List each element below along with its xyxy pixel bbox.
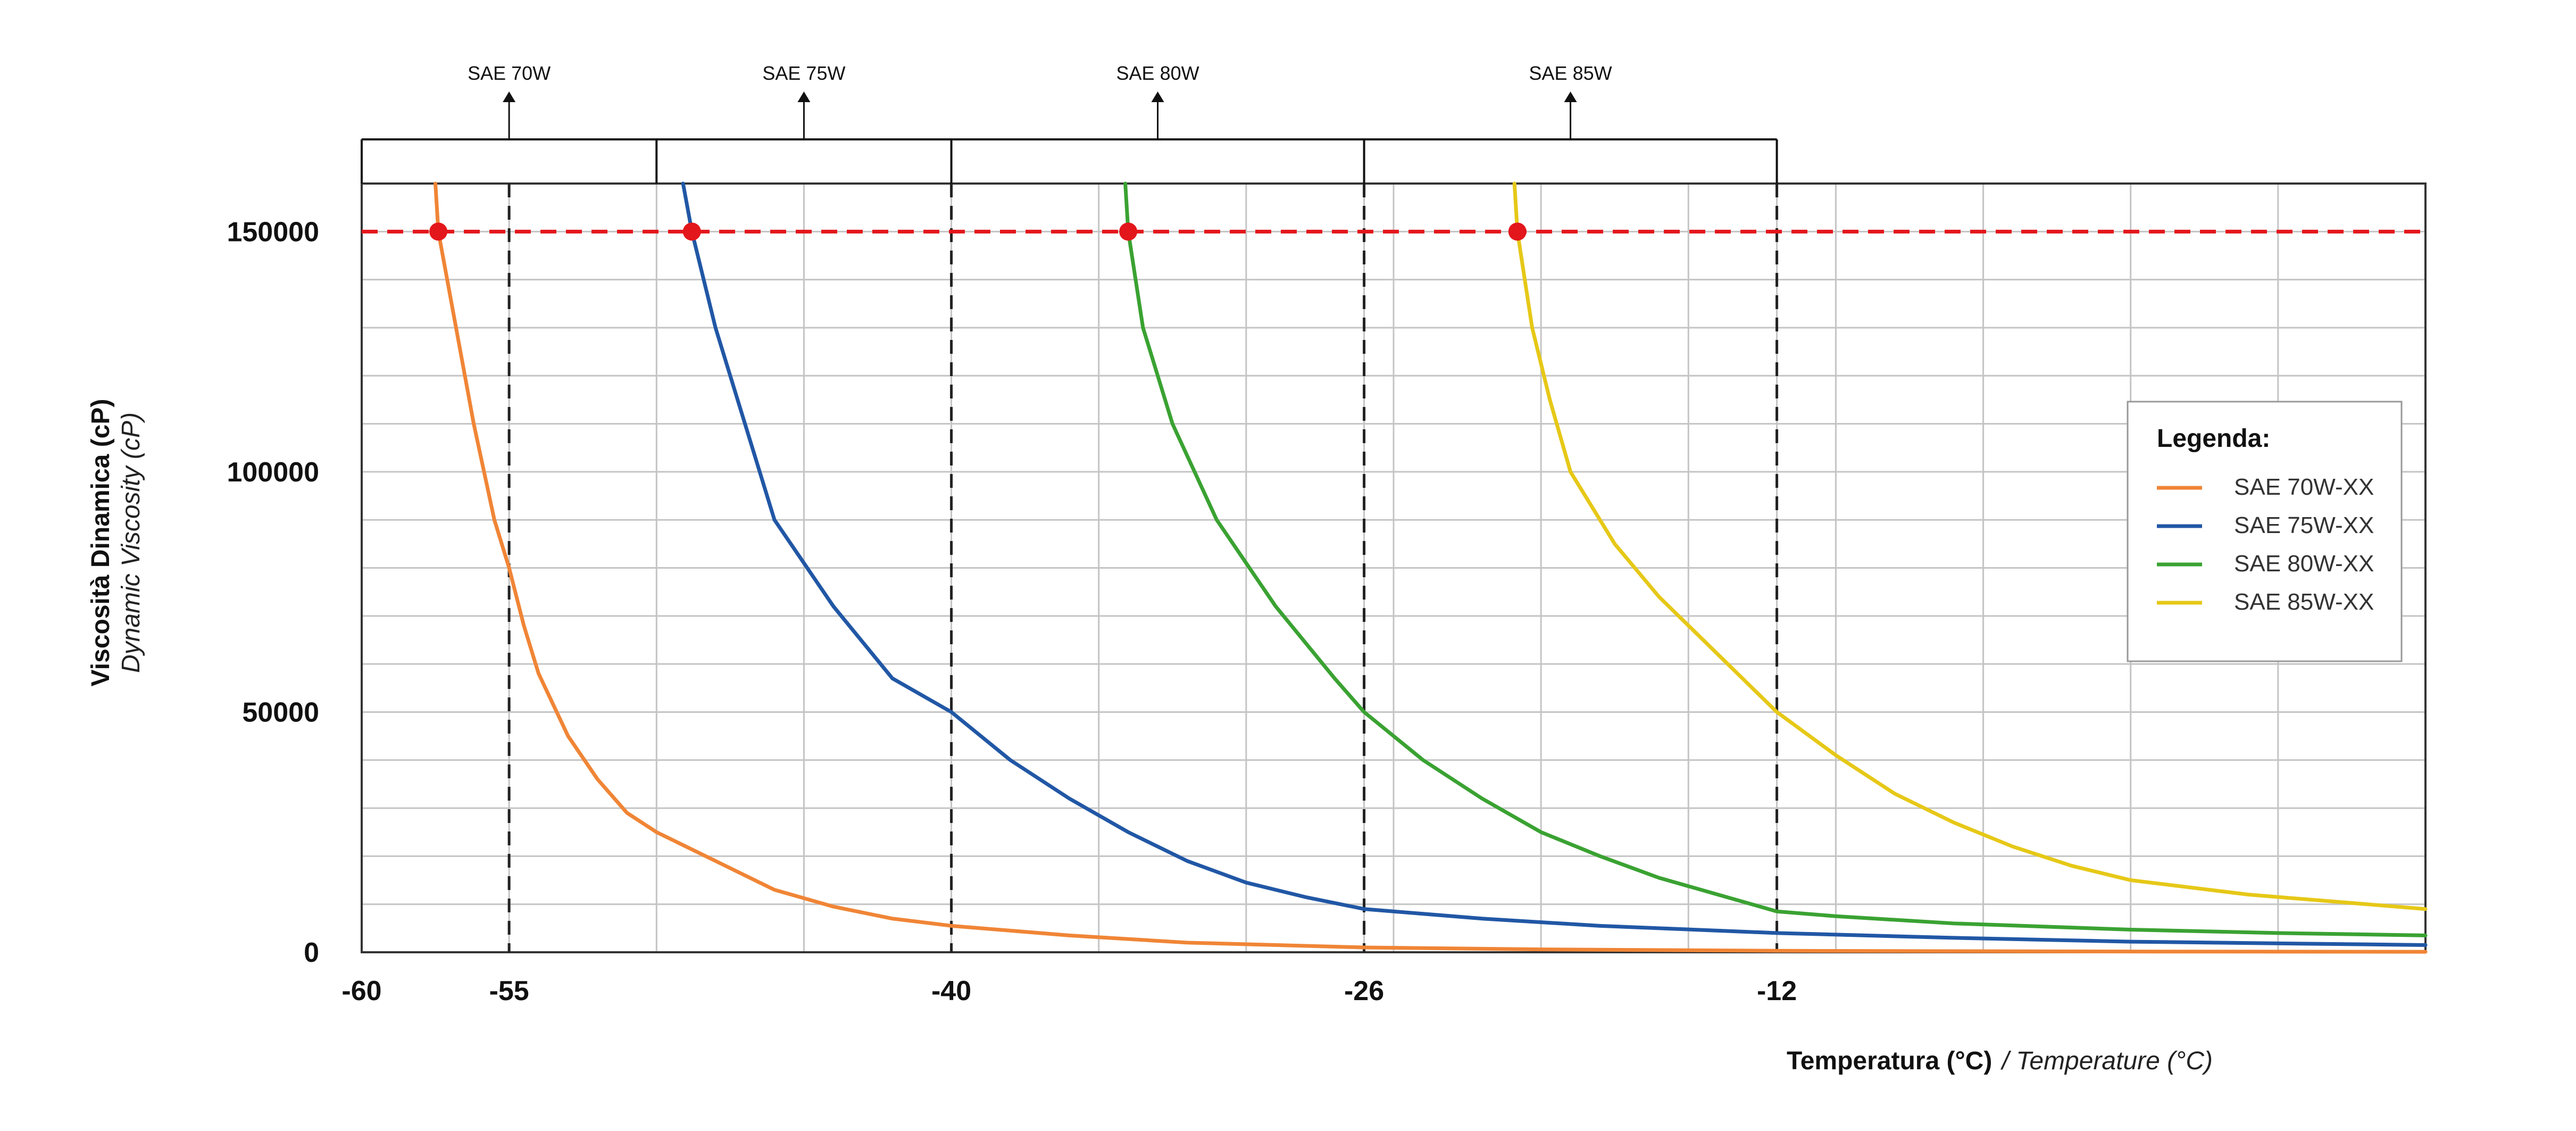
series-line [1512,181,2428,911]
y-tick-label: 0 [304,937,319,968]
legend-box [2127,401,2403,662]
series-layer [433,181,2428,954]
legend-entry: SAE 80W-XX [2234,551,2374,577]
y-axis-title: Viscosità Dinamica (cP) [87,399,115,687]
grade-band-layer: SAE 70W SAE 75W SAE 80W SAE 85W [361,62,1778,184]
grade-label: SAE 80W [1116,62,1199,84]
plot-frame [361,182,2427,953]
grade-label: SAE 70W [468,62,551,84]
legend-title: Legenda: [2157,425,2270,453]
marker-layer [429,222,1527,241]
intersection-marker [1508,222,1527,241]
grade-label: SAE 85W [1529,62,1612,84]
intersection-marker [1119,222,1138,241]
legend-entry: SAE 85W-XX [2234,589,2374,615]
legend-entry: SAE 70W-XX [2234,474,2374,500]
grade-label: SAE 75W [762,62,845,84]
legend: Legenda: SAE 70W-XX SAE 75W-XX SAE 80W-XX SA… [2127,401,2403,662]
x-tick-label: -60 [341,976,381,1007]
x-axis-title: Temperatura (°C) / Temperature (°C) [1787,1047,2213,1075]
x-tick-label: -26 [1344,976,1384,1007]
intersection-marker [429,222,448,241]
legend-entry: SAE 75W-XX [2234,512,2374,538]
grid-layer [361,182,2427,953]
grade-arrow-head [503,92,516,102]
series-line [433,181,2428,954]
y-axis-subtitle: Dynamic Viscosity (cP) [117,412,145,673]
y-tick-label: 100000 [227,457,319,488]
series-line [1123,181,2428,937]
grade-arrow-head [797,92,811,102]
intersection-marker [682,222,701,241]
x-axis-title-sub: / Temperature (°C) [2000,1047,2213,1075]
x-tick-label: -40 [931,976,971,1007]
grade-arrow-head [1151,92,1164,102]
x-tick-label: -55 [489,976,529,1007]
x-tick-label: -12 [1757,976,1797,1007]
axis-layer: 0 50000 100000 150000 -60 -55 -40 -26 -12 [227,217,1797,1007]
series-line [681,181,2428,947]
y-tick-label: 150000 [227,217,319,247]
y-tick-label: 50000 [242,697,319,728]
x-axis-title-main: Temperatura (°C) [1787,1047,1992,1075]
grade-arrow-head [1564,92,1577,102]
